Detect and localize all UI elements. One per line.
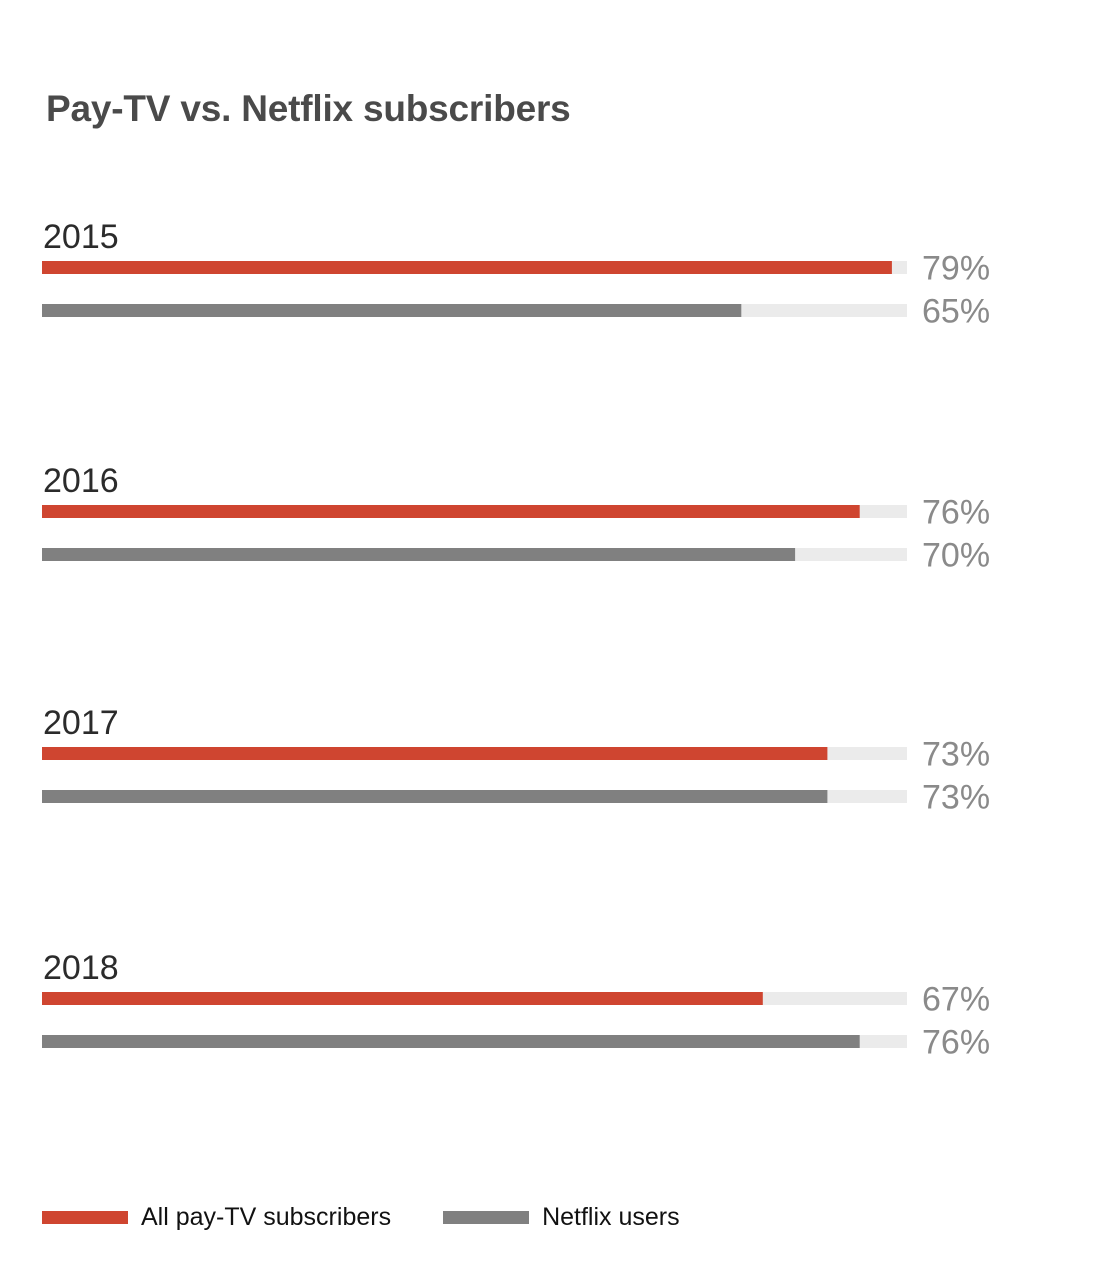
bar-pay-tv-2016[interactable]: [42, 505, 860, 518]
legend: All pay-TV subscribers Netflix users: [42, 1200, 680, 1234]
bar-netflix-2017[interactable]: [42, 790, 828, 803]
year-group-2016: 2016 76% 70%: [42, 462, 990, 575]
year-label: 2017: [43, 704, 119, 742]
value-label-pay-tv-2018: 67%: [922, 981, 990, 1019]
value-label-pay-tv-2016: 76%: [922, 494, 990, 532]
chart-groups: 2015 79% 65% 2016 76% 70% 2017 73% 73% 2018 67% 76%: [42, 218, 990, 1062]
bar-netflix-2016[interactable]: [42, 548, 796, 561]
legend-item-netflix[interactable]: Netflix users: [443, 1203, 680, 1232]
legend-swatch-pay-tv: [42, 1210, 128, 1224]
year-label: 2015: [43, 218, 119, 256]
year-label: 2018: [43, 949, 119, 987]
chart-title: Pay-TV vs. Netflix subscribers: [46, 88, 571, 129]
bar-netflix-2015[interactable]: [42, 304, 742, 317]
bar-pay-tv-2015[interactable]: [42, 261, 892, 274]
legend-item-pay-tv[interactable]: All pay-TV subscribers: [42, 1203, 391, 1232]
value-label-netflix-2015: 65%: [922, 293, 990, 331]
value-label-netflix-2018: 76%: [922, 1024, 990, 1062]
value-label-pay-tv-2017: 73%: [922, 736, 990, 774]
legend-swatch-netflix: [443, 1210, 530, 1224]
bar-pay-tv-2017[interactable]: [42, 747, 828, 760]
year-group-2017: 2017 73% 73%: [42, 704, 990, 817]
legend-label-pay-tv: All pay-TV subscribers: [141, 1202, 392, 1231]
value-label-netflix-2017: 73%: [922, 779, 990, 817]
bar-pay-tv-2018[interactable]: [42, 992, 763, 1005]
value-label-pay-tv-2015: 79%: [922, 250, 990, 288]
year-label: 2016: [43, 462, 119, 500]
value-label-netflix-2016: 70%: [922, 537, 990, 575]
year-group-2018: 2018 67% 76%: [42, 949, 990, 1062]
legend-label-netflix: Netflix users: [542, 1202, 680, 1231]
bar-netflix-2018[interactable]: [42, 1035, 860, 1048]
year-group-2015: 2015 79% 65%: [42, 218, 990, 331]
